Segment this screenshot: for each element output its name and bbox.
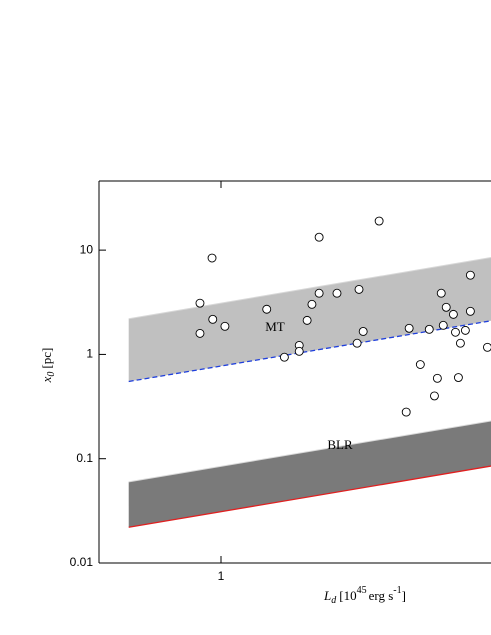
data-point xyxy=(455,338,465,348)
y-tick-label: 0.1 xyxy=(76,451,93,465)
data-point xyxy=(358,327,368,336)
data-point xyxy=(430,391,439,401)
data-point xyxy=(314,232,324,242)
data-point xyxy=(352,338,362,348)
band xyxy=(128,420,491,528)
data-point xyxy=(453,373,463,383)
band-label: BLR xyxy=(327,437,353,452)
data-point xyxy=(415,360,425,369)
data-point xyxy=(424,324,434,334)
band-upper-edge xyxy=(128,420,491,483)
data-point xyxy=(262,304,272,314)
x-axis-label: Ld [1045 erg s-1] xyxy=(323,585,406,606)
data-point xyxy=(465,306,475,316)
x-tick-label: 1 xyxy=(218,569,225,583)
data-point xyxy=(374,216,384,226)
data-point xyxy=(441,302,451,312)
data-point xyxy=(294,346,304,356)
y-tick-label: 10 xyxy=(80,242,94,256)
data-point xyxy=(401,407,411,417)
data-point xyxy=(195,328,205,338)
data-point xyxy=(460,325,470,335)
data-point xyxy=(307,299,317,309)
data-point xyxy=(404,323,414,333)
data-point xyxy=(332,288,342,298)
data-point xyxy=(436,288,446,298)
data-point xyxy=(465,270,475,280)
data-point xyxy=(451,327,460,337)
y-axis-label: x0[pc] xyxy=(39,348,57,384)
y-tick-label: 1 xyxy=(86,347,93,361)
data-point xyxy=(220,321,230,331)
data-point xyxy=(195,298,205,308)
band-label: MT xyxy=(265,319,285,334)
data-point xyxy=(302,315,312,325)
data-point xyxy=(438,320,448,330)
data-point xyxy=(432,373,442,383)
data-point xyxy=(207,253,217,263)
data-point xyxy=(279,352,289,362)
data-point xyxy=(208,314,218,324)
band-upper-edge xyxy=(128,256,491,320)
data-point xyxy=(448,309,458,319)
data-point xyxy=(314,288,324,298)
y-tick-label: 0.01 xyxy=(70,555,94,569)
band-lower-edge xyxy=(128,465,491,528)
data-point xyxy=(483,342,491,352)
data-point xyxy=(354,284,364,294)
